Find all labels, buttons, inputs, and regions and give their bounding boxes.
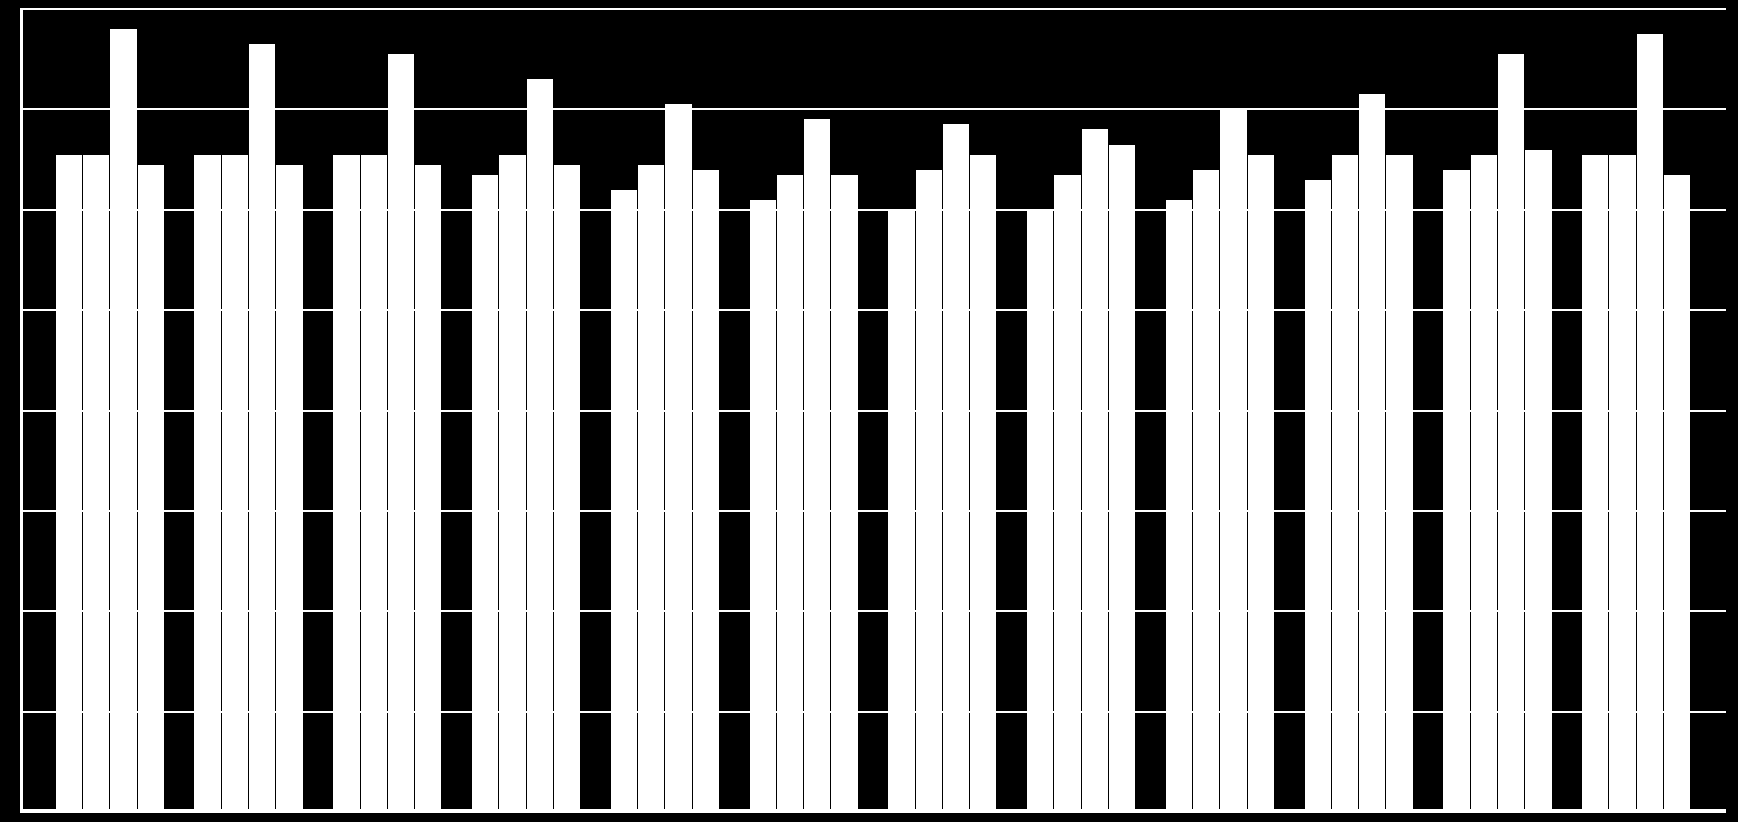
bar — [693, 170, 719, 812]
bar — [1082, 129, 1108, 812]
bar — [110, 29, 136, 812]
bar — [361, 155, 387, 812]
bar — [333, 155, 359, 812]
bar — [83, 155, 109, 812]
bar — [888, 210, 914, 812]
bar — [1525, 150, 1551, 812]
bar — [472, 175, 498, 812]
bar — [1498, 54, 1524, 812]
bar — [1332, 155, 1358, 812]
bar — [1193, 170, 1219, 812]
bar — [1443, 170, 1469, 812]
bar — [1386, 155, 1412, 812]
bar — [750, 200, 776, 812]
gridline — [20, 8, 1726, 10]
bar — [1054, 175, 1080, 812]
bar — [1359, 94, 1385, 812]
bar — [1609, 155, 1635, 812]
bar — [1248, 155, 1274, 812]
bar — [1664, 175, 1690, 812]
bar-chart — [0, 0, 1738, 822]
bar — [943, 124, 969, 812]
bar — [611, 190, 637, 812]
bar — [1109, 145, 1135, 812]
bar — [777, 175, 803, 812]
gridline — [20, 108, 1726, 110]
bar — [1166, 200, 1192, 812]
bar — [1027, 210, 1053, 812]
plot-area — [20, 9, 1726, 812]
y-axis — [20, 9, 23, 812]
bar — [388, 54, 414, 812]
bar — [1582, 155, 1608, 812]
bar — [56, 155, 82, 812]
bar — [194, 155, 220, 812]
bar — [527, 79, 553, 812]
bar — [1637, 34, 1663, 812]
bar — [1471, 155, 1497, 812]
bar — [499, 155, 525, 812]
bar — [1305, 180, 1331, 812]
bar — [804, 119, 830, 812]
bar — [276, 165, 302, 812]
bar — [665, 104, 691, 812]
bar — [554, 165, 580, 812]
bar — [638, 165, 664, 812]
bar — [916, 170, 942, 812]
bar — [415, 165, 441, 812]
bar — [222, 155, 248, 812]
bar — [138, 165, 164, 812]
bar — [1220, 109, 1246, 812]
bar — [249, 44, 275, 812]
bar — [970, 155, 996, 812]
bar — [831, 175, 857, 812]
